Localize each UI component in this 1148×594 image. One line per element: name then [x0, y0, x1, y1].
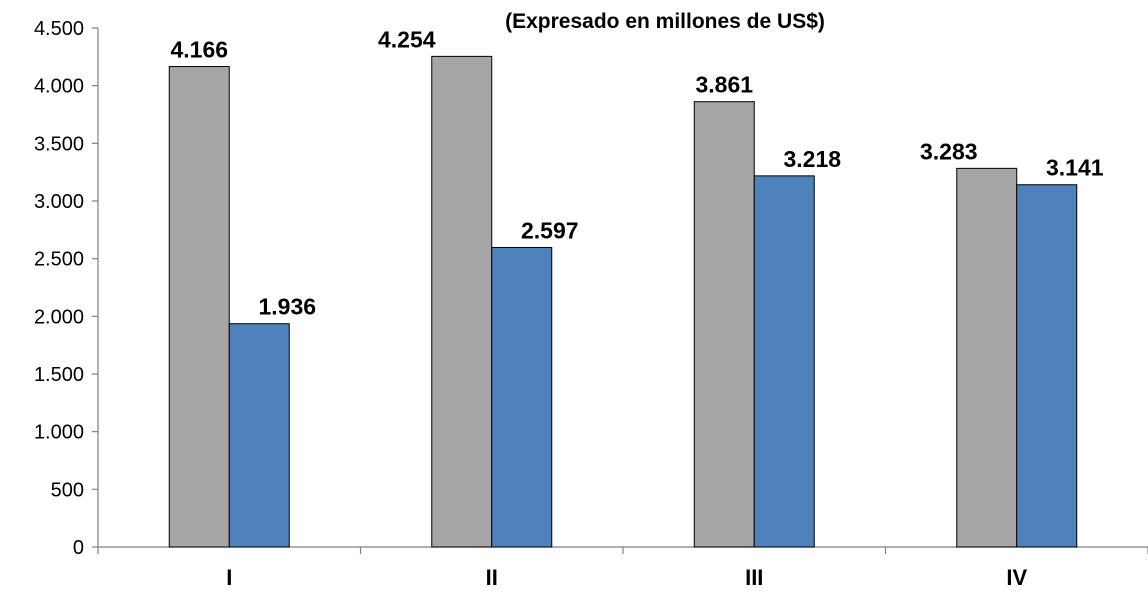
y-tick-label: 2.500	[34, 249, 84, 271]
data-label: 3.218	[783, 146, 841, 172]
bar	[956, 167, 1018, 548]
y-tick-label: 1.000	[34, 422, 84, 444]
bar	[491, 246, 553, 548]
y-tick-label: 1.500	[34, 364, 84, 386]
x-tick-label: I	[226, 565, 232, 590]
bar	[753, 175, 815, 548]
x-tick-label: II	[486, 565, 498, 590]
bars	[168, 55, 1078, 548]
data-label: 3.141	[1046, 155, 1104, 181]
y-tick-label: 0	[73, 537, 84, 559]
bar	[693, 101, 755, 548]
y-tick-label: 4.000	[34, 76, 84, 98]
x-tick-label: IV	[1006, 565, 1027, 590]
y-tick-label: 3.000	[34, 191, 84, 213]
y-tick-label: 4.500	[34, 18, 84, 40]
y-tick-label: 2.000	[34, 306, 84, 328]
y-tick-label: 3.500	[34, 133, 84, 155]
bar	[431, 55, 493, 548]
y-tick-label: 500	[51, 479, 84, 501]
data-labels: 4.166 1.936 4.254 2.597 3.861 3.218 3.283 3.141	[170, 26, 1103, 319]
bar	[168, 66, 230, 548]
data-label: 2.597	[521, 217, 579, 243]
x-tick-label: III	[745, 565, 763, 590]
bar	[228, 323, 290, 548]
data-label: 1.936	[258, 294, 316, 320]
data-label: 4.166	[170, 37, 228, 63]
data-label: 4.254	[378, 26, 436, 52]
data-label: 3.283	[920, 138, 978, 164]
data-label: 3.861	[695, 72, 753, 98]
bar	[1016, 184, 1078, 548]
axes: 0 500 1.000 1.500 2.000 2.500 3.000 3.500 4.000 4…	[34, 18, 1148, 590]
chart-subtitle: (Expresado en millones de US$)	[505, 10, 825, 33]
